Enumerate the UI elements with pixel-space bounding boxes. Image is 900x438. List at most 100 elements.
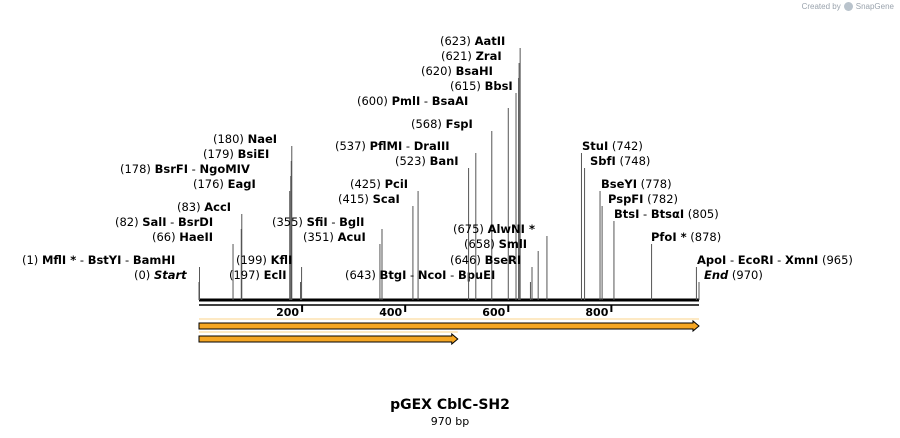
site-position: - (726, 253, 737, 267)
enzyme-name: NgoMIV (199, 162, 249, 176)
site-position: (646) (450, 253, 485, 267)
enzyme-name: BsrDI (178, 215, 213, 229)
enzyme-name: AlwNI * (488, 222, 535, 236)
site-position: - (639, 207, 650, 221)
enzyme-name: StuI (582, 139, 608, 153)
cut-site-label: (415) ScaI (338, 192, 400, 206)
enzyme-name: PmlI (392, 94, 421, 108)
site-position: (675) (453, 222, 488, 236)
enzyme-name: Start (154, 268, 187, 282)
cut-site-label: (425) PciI (350, 177, 408, 191)
enzyme-name: XmnI (785, 253, 818, 267)
cut-site-label: BtsI - BtsαI (805) (614, 207, 719, 221)
cut-site-label: (615) BbsI (450, 79, 513, 93)
cut-site-label: BseYI (778) (601, 177, 672, 191)
enzyme-name: PfoI * (651, 230, 687, 244)
site-position: (778) (637, 177, 672, 191)
site-position: (180) (213, 132, 248, 146)
site-position: (0) (134, 268, 154, 282)
enzyme-name: KflI (271, 253, 293, 267)
cut-site-label: (197) EclI (229, 268, 287, 282)
site-position: (82) (115, 215, 142, 229)
cut-site-label: ApoI - EcoRI - XmnI (965) (697, 253, 853, 267)
site-position: (600) (357, 94, 392, 108)
cut-site-label: PfoI * (878) (651, 230, 721, 244)
enzyme-name: MflI * (42, 253, 76, 267)
enzyme-name: AatII (475, 34, 506, 48)
cut-site-label: (600) PmlI - BsaAI (357, 94, 468, 108)
snapgene-logo-icon (843, 2, 853, 11)
cut-site-label: (675) AlwNI * (453, 222, 535, 236)
enzyme-name: BsaHI (456, 64, 493, 78)
cut-site-label: (621) ZraI (441, 49, 502, 63)
cut-site-label: (83) AccI (177, 200, 231, 214)
site-position: (179) (203, 147, 238, 161)
site-position: (658) (464, 237, 499, 251)
enzyme-name: BseYI (601, 177, 637, 191)
site-position: (643) (345, 268, 380, 282)
site-position: (197) (229, 268, 264, 282)
site-position: (568) (411, 117, 446, 131)
site-position: (782) (643, 192, 678, 206)
site-position: - (774, 253, 785, 267)
enzyme-name: EcoRI (738, 253, 774, 267)
enzyme-name: BpuEI (458, 268, 495, 282)
site-position: (176) (193, 177, 228, 191)
enzyme-name: BamHI (133, 253, 175, 267)
ruler-tick-label: 400 (379, 306, 402, 319)
cut-site-label: (355) SfiI - BglI (272, 215, 364, 229)
site-position: (970) (728, 268, 763, 282)
site-position: - (406, 268, 417, 282)
enzyme-name: SalI (142, 215, 166, 229)
cut-site-label: (568) FspI (411, 117, 473, 131)
site-position: (537) (335, 139, 370, 153)
enzyme-name: FspI (446, 117, 473, 131)
enzyme-name: ApoI (697, 253, 726, 267)
site-position: (615) (450, 79, 485, 93)
cut-site-label: PspFI (782) (608, 192, 678, 206)
site-position: (965) (818, 253, 853, 267)
feature-arrow (198, 332, 459, 346)
enzyme-name: BtgI (380, 268, 407, 282)
enzyme-name: ScaI (373, 192, 400, 206)
cut-site-label: (646) BseRI (450, 253, 521, 267)
enzyme-name: PspFI (608, 192, 643, 206)
site-position: (748) (616, 154, 651, 168)
ruler-tick-label: 600 (482, 306, 505, 319)
cut-site-label: StuI (742) (582, 139, 643, 153)
site-position: (355) (272, 215, 307, 229)
cut-site-label: (176) EagI (193, 177, 256, 191)
site-position: - (420, 94, 431, 108)
site-position: - (402, 139, 413, 153)
enzyme-name: NcoI (418, 268, 447, 282)
enzyme-name: End (704, 268, 729, 282)
enzyme-name: SbfI (590, 154, 616, 168)
enzyme-name: AcuI (338, 230, 366, 244)
enzyme-name: EagI (228, 177, 256, 191)
cut-site-label: (66) HaeII (152, 230, 213, 244)
enzyme-name: BstYI (88, 253, 122, 267)
plasmid-name: pGEX CblC-SH2 (390, 397, 510, 413)
enzyme-name: EclI (264, 268, 287, 282)
site-position: (742) (608, 139, 643, 153)
enzyme-name: BseRI (485, 253, 522, 267)
site-position: - (188, 162, 199, 176)
enzyme-name: BbsI (485, 79, 513, 93)
cut-site-label: (620) BsaHI (421, 64, 493, 78)
site-position: (623) (440, 34, 475, 48)
cut-site-label: (1) MflI * - BstYI - BamHI (22, 253, 175, 267)
site-position: (620) (421, 64, 456, 78)
site-position: (425) (350, 177, 385, 191)
enzyme-name: ZraI (476, 49, 502, 63)
cut-site-label: (199) KflI (236, 253, 292, 267)
enzyme-name: PciI (385, 177, 408, 191)
enzyme-name: NaeI (248, 132, 277, 146)
site-position: (805) (684, 207, 719, 221)
enzyme-name: AccI (204, 200, 231, 214)
cut-site-label: (0) Start (134, 268, 187, 282)
site-position: (523) (395, 154, 430, 168)
enzyme-name: BsaAI (432, 94, 469, 108)
enzyme-name: BsiEI (238, 147, 270, 161)
site-position: (621) (441, 49, 476, 63)
site-position: (415) (338, 192, 373, 206)
